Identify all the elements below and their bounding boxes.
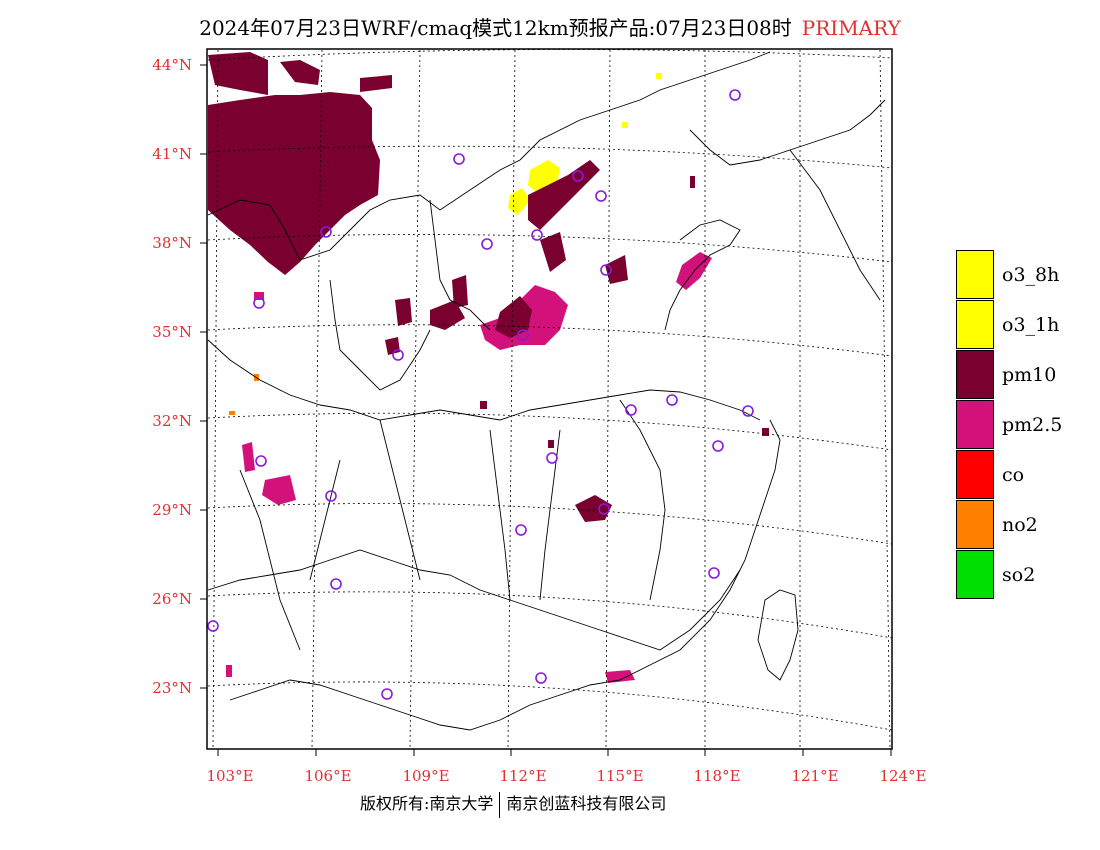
pm10-dot-3	[762, 428, 769, 436]
pm10-north-patch-3	[360, 75, 392, 92]
pm10-north-patch	[208, 52, 268, 95]
pm10-central-4	[452, 275, 468, 308]
lat-label: 32°N	[152, 412, 192, 430]
lon-label: 118°E	[693, 767, 740, 785]
city-marker	[515, 524, 527, 536]
legend-label: co	[1002, 464, 1025, 486]
pm25-coast-south	[605, 670, 635, 683]
lat-label: 44°N	[152, 56, 192, 74]
map-frame	[206, 48, 893, 750]
lon-label: 115°E	[596, 767, 643, 785]
lat-label: 41°N	[152, 145, 192, 163]
city-marker	[572, 170, 584, 182]
pm10-central-5	[385, 337, 400, 355]
copyright-left: 版权所有:南京大学	[360, 794, 494, 813]
pm10-belt-3	[605, 255, 628, 284]
pm10-north-patch-2	[280, 60, 320, 85]
city-marker	[207, 620, 219, 632]
boundaries	[207, 51, 886, 731]
footer-divider	[499, 791, 501, 818]
legend-swatch	[956, 350, 994, 399]
lat-label: 35°N	[152, 323, 192, 341]
primary-tag: PRIMARY	[801, 16, 901, 40]
lat-label: 29°N	[152, 501, 192, 519]
lat-label: 38°N	[152, 234, 192, 252]
legend-label: o3_8h	[1002, 264, 1060, 286]
map-title: 2024年07月23日WRF/cmaq模式12km预报产品:07月23日08时 P…	[0, 12, 1100, 41]
city-marker	[625, 404, 637, 416]
city-marker	[255, 455, 267, 467]
legend-label: pm10	[1002, 364, 1057, 386]
pollution-layer	[208, 52, 769, 683]
lon-label: 106°E	[304, 767, 351, 785]
legend-swatch	[956, 500, 994, 549]
pm10-dot	[480, 401, 487, 409]
title-text: 2024年07月23日WRF/cmaq模式12km预报产品:07月23日08时	[199, 16, 792, 40]
city-marker	[381, 688, 393, 700]
lon-label: 103°E	[206, 767, 253, 785]
graticule	[207, 49, 893, 749]
city-marker	[666, 394, 678, 406]
legend-swatch	[956, 450, 994, 499]
no2-dot-2	[229, 411, 235, 415]
lon-labels: 103°E 106°E 109°E 112°E 115°E 118°E 121°…	[206, 767, 926, 785]
city-marker	[325, 490, 337, 502]
city-marker	[595, 190, 607, 202]
city-marker	[712, 440, 724, 452]
city-marker	[600, 264, 612, 276]
pm10-dot-4	[690, 176, 695, 188]
legend-label: no2	[1002, 514, 1038, 536]
city-marker	[481, 238, 493, 250]
lat-label: 23°N	[152, 679, 192, 697]
city-marker	[517, 329, 529, 341]
city-marker	[708, 567, 720, 579]
city-marker	[320, 226, 332, 238]
o3-cluster-2	[508, 188, 530, 215]
copyright-footer: 版权所有:南京大学 南京创蓝科技有限公司	[360, 790, 666, 818]
city-marker	[531, 229, 543, 241]
axis-ticks	[200, 64, 892, 756]
legend-label: pm2.5	[1002, 414, 1063, 436]
city-marker	[742, 405, 754, 417]
city-marker	[453, 153, 465, 165]
city-marker	[535, 672, 547, 684]
city-marker	[598, 503, 610, 515]
pm10-northwest-block	[208, 92, 380, 275]
pm25-dot-2	[226, 665, 232, 677]
legend-swatch	[956, 550, 994, 599]
city-marker	[729, 89, 741, 101]
pm25-southwest-2	[242, 442, 255, 472]
copyright-right: 南京创蓝科技有限公司	[506, 794, 667, 813]
lon-label: 124°E	[879, 767, 926, 785]
o3-dot-2	[622, 122, 628, 128]
pm10-central-3	[395, 298, 412, 326]
lat-labels: 44°N 41°N 38°N 35°N 32°N 29°N 26°N 23°N	[152, 56, 192, 697]
o3-dot	[656, 73, 662, 79]
pm10-dot-2	[548, 440, 554, 448]
pm25-southwest	[262, 475, 296, 505]
lat-label: 26°N	[152, 590, 192, 608]
legend-label: o3_1h	[1002, 314, 1060, 336]
city-marker	[392, 349, 404, 361]
pm25-dot	[254, 292, 264, 300]
legend-swatch	[956, 300, 994, 349]
city-marker	[546, 452, 558, 464]
lon-label: 112°E	[499, 767, 546, 785]
lon-label: 121°E	[791, 767, 838, 785]
legend-swatch	[956, 250, 994, 299]
pm10-belt-2	[540, 232, 566, 272]
lon-label: 109°E	[402, 767, 449, 785]
pm10-south	[575, 495, 612, 522]
city-marker	[253, 297, 265, 309]
pm10-central	[495, 296, 532, 338]
legend-label: so2	[1002, 564, 1036, 586]
city-marker	[330, 578, 342, 590]
legend-swatch	[956, 400, 994, 449]
city-markers	[207, 89, 754, 700]
